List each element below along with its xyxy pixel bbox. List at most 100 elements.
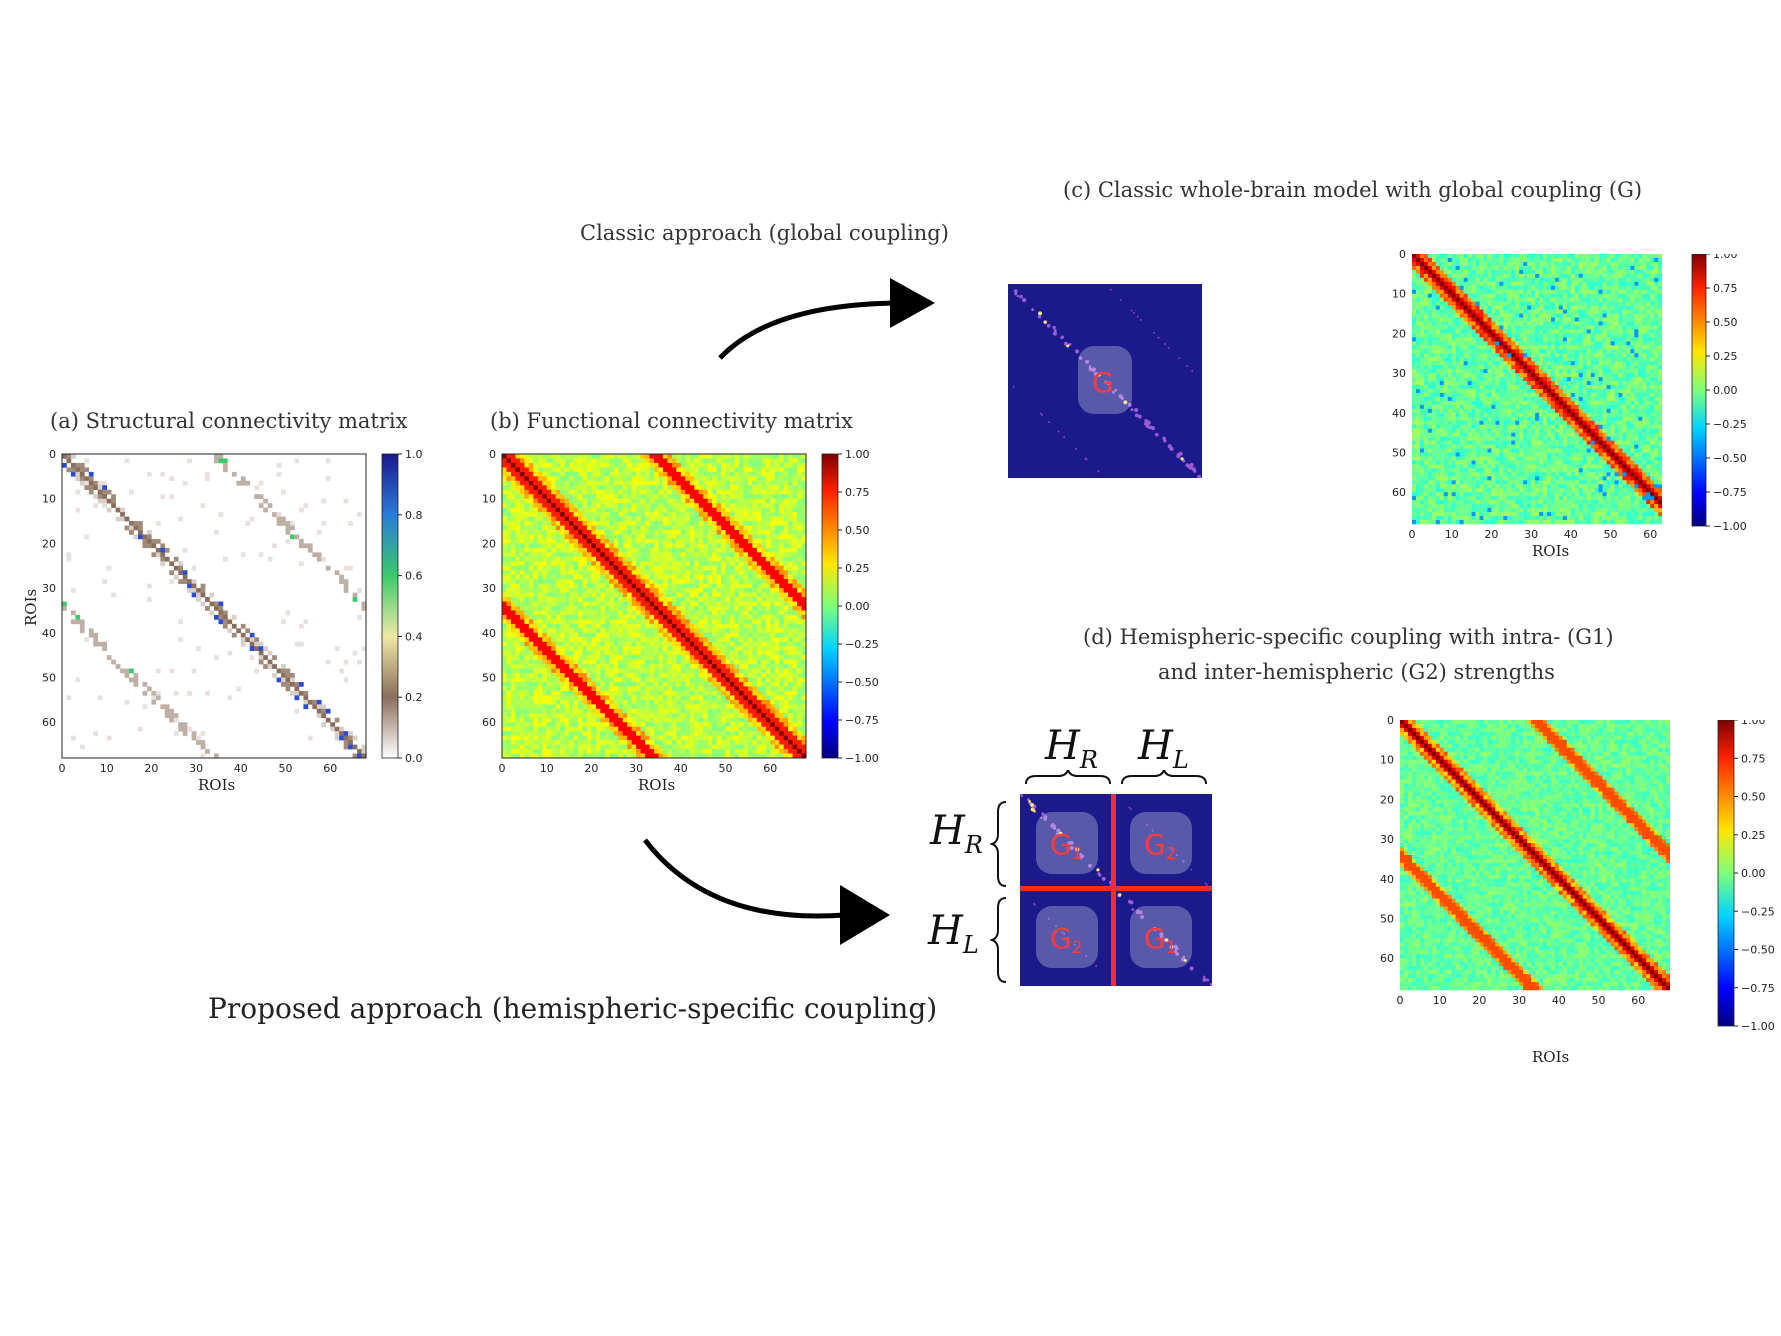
fc-cell — [680, 530, 686, 535]
fc-cell — [636, 579, 641, 584]
sc-cell — [120, 516, 125, 522]
fc-cell — [586, 668, 592, 674]
fc-cell — [600, 489, 606, 495]
fc-cell — [734, 686, 740, 692]
fc-cell — [770, 534, 776, 540]
fc-cell — [734, 673, 740, 678]
sc-cell — [70, 735, 76, 741]
fc-cell — [698, 565, 704, 571]
sc-cell — [205, 606, 210, 611]
fc-cell — [564, 592, 570, 598]
fc-cell — [712, 458, 717, 464]
fc-cell — [510, 489, 516, 495]
fc-cell — [533, 556, 539, 562]
fc-cell — [586, 690, 592, 696]
fc-cell — [519, 521, 525, 526]
fc-cell — [578, 538, 583, 544]
fc-cell — [618, 686, 624, 692]
fc-cell — [788, 659, 793, 665]
fc-cell — [582, 731, 588, 736]
sc-cell — [88, 632, 94, 638]
fc-cell — [595, 623, 601, 629]
sc-cell — [97, 641, 103, 647]
fc-cell — [698, 480, 704, 486]
fc-cell — [774, 726, 780, 732]
fc-cell — [685, 588, 691, 593]
fc-cell — [636, 570, 641, 576]
fc-cell — [703, 458, 708, 464]
fc-cell — [631, 565, 637, 571]
fc-cell — [743, 717, 749, 723]
fc-cell — [528, 480, 534, 486]
fc-cell — [631, 744, 637, 750]
fc-cell — [591, 682, 597, 687]
sc-cell — [75, 467, 81, 473]
fc-cell — [680, 740, 686, 745]
fc-cell — [667, 543, 673, 549]
fc-cell — [510, 713, 516, 719]
fc-cell — [528, 686, 534, 692]
fc-cell — [546, 726, 552, 732]
fc-cell — [595, 722, 601, 728]
fc-cell — [533, 735, 539, 741]
fc-cell — [609, 462, 615, 468]
fc-cell — [595, 561, 601, 567]
sc-cell — [307, 547, 313, 553]
fc-cell — [694, 650, 700, 656]
fc-cell — [779, 646, 784, 652]
fc-cell — [618, 516, 624, 522]
fc-cell — [555, 713, 561, 719]
fc-cell — [560, 673, 565, 678]
fc-cell — [680, 467, 686, 473]
sc-cell — [290, 521, 295, 526]
fc-cell — [801, 704, 807, 710]
fc-cell — [604, 744, 610, 750]
fc-cell — [721, 476, 726, 482]
fc-cell — [631, 740, 637, 745]
fc-cell — [743, 744, 749, 750]
fc-cell — [783, 525, 789, 531]
fc-cell — [622, 713, 628, 719]
sc-cell — [196, 592, 201, 598]
fc-cell — [546, 628, 552, 634]
fc-cell — [788, 583, 793, 589]
fc-cell — [600, 682, 606, 687]
fc-cell — [591, 744, 597, 750]
fc-cell — [622, 744, 628, 750]
sc-cell — [196, 740, 201, 745]
fc-cell — [542, 659, 548, 665]
fc-cell — [649, 699, 655, 705]
fc-cell — [555, 512, 561, 517]
fc-cell — [510, 556, 516, 562]
fc-cell — [752, 708, 758, 714]
fc-cell — [765, 570, 771, 576]
fc-cell — [631, 521, 637, 526]
fc-cell — [640, 646, 646, 652]
fc-cell — [694, 682, 700, 687]
fc-cell — [551, 735, 556, 741]
fc-cell — [502, 543, 507, 549]
fc-cell — [694, 641, 700, 647]
fc-cell — [707, 561, 713, 567]
fc-cell — [569, 579, 574, 584]
sc-colorbar — [381, 453, 399, 759]
fc-cell — [578, 717, 583, 723]
fc-cell — [618, 476, 624, 482]
fc-cell — [721, 458, 726, 464]
fc-cell — [560, 530, 565, 535]
fc-cell — [779, 682, 784, 687]
fc-cell — [671, 507, 677, 513]
fc-cell — [622, 650, 628, 656]
fc-cell — [654, 646, 659, 652]
fc-cell — [537, 655, 543, 660]
fc-cell — [721, 713, 726, 719]
fc-cell — [542, 574, 548, 580]
fc-cell — [783, 530, 789, 535]
fc-cell — [524, 521, 530, 526]
fc-cell — [586, 525, 592, 531]
fc-cell — [734, 610, 740, 616]
fc-cell — [721, 726, 726, 732]
fc-cell — [765, 467, 771, 473]
sc-cell — [200, 753, 206, 759]
fc-cell — [725, 726, 731, 732]
